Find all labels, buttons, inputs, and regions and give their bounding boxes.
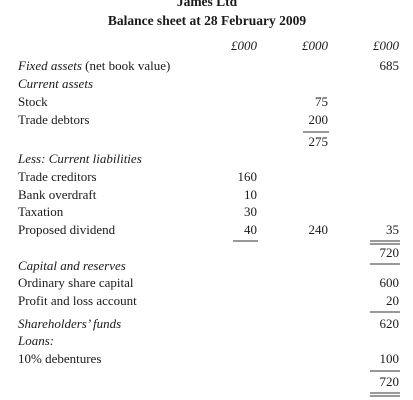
amount: 75 bbox=[315, 94, 328, 109]
amount: 100 bbox=[380, 351, 400, 366]
label-text: Capital and reserves bbox=[18, 258, 126, 273]
rules bbox=[233, 131, 400, 397]
company-name: James Ltd bbox=[177, 0, 238, 9]
row-label: Bank overdraft bbox=[18, 187, 97, 202]
label-text: Proposed dividend bbox=[18, 222, 116, 237]
label-text: Trade debtors bbox=[18, 112, 89, 127]
label-text: Less: Current liabilities bbox=[17, 151, 142, 166]
row-label: Shareholders’ funds bbox=[18, 316, 121, 331]
label-text: Taxation bbox=[18, 204, 64, 219]
amount: 200 bbox=[309, 112, 329, 127]
amount: 10 bbox=[244, 187, 257, 202]
row-label: Profit and loss account bbox=[18, 293, 137, 308]
row-label: Ordinary share capital bbox=[18, 275, 134, 290]
label-text: Current assets bbox=[18, 76, 93, 91]
amount: 35 bbox=[386, 222, 399, 237]
label-text: Shareholders’ funds bbox=[18, 316, 121, 331]
amount: 30 bbox=[244, 204, 257, 219]
amount: 240 bbox=[309, 222, 329, 237]
sheet-title: Balance sheet at 28 February 2009 bbox=[108, 13, 307, 28]
column-header: £000 bbox=[231, 38, 258, 53]
row-label: Current assets bbox=[18, 76, 93, 91]
label-text: Profit and loss account bbox=[18, 293, 137, 308]
amount: 685 bbox=[380, 58, 400, 73]
row-label: Capital and reserves bbox=[18, 258, 126, 273]
row-label: Taxation bbox=[18, 204, 64, 219]
amount: 160 bbox=[238, 169, 258, 184]
label-text: 10% debentures bbox=[18, 351, 101, 366]
row-label: Stock bbox=[18, 94, 48, 109]
label-text: Stock bbox=[18, 94, 48, 109]
row-label: Proposed dividend bbox=[18, 222, 116, 237]
row-label: Fixed assets (net book value) bbox=[17, 58, 170, 73]
row-label: Loans: bbox=[17, 333, 54, 348]
column-header: £000 bbox=[302, 38, 329, 53]
label-text: Ordinary share capital bbox=[18, 275, 134, 290]
amount: 720 bbox=[380, 245, 400, 260]
label-text: Fixed assets bbox=[17, 58, 82, 73]
column-header: £000 bbox=[373, 38, 400, 53]
row-label: Less: Current liabilities bbox=[17, 151, 142, 166]
amount: 600 bbox=[380, 275, 400, 290]
label-text: Bank overdraft bbox=[18, 187, 97, 202]
label-text: Loans: bbox=[17, 333, 54, 348]
row-label: Trade creditors bbox=[18, 169, 97, 184]
row-label: Trade debtors bbox=[18, 112, 89, 127]
amount: 275 bbox=[309, 134, 329, 149]
label-note: (net book value) bbox=[85, 58, 170, 73]
amount: 40 bbox=[244, 222, 257, 237]
row-label: 10% debentures bbox=[18, 351, 101, 366]
amount: 720 bbox=[380, 374, 400, 389]
label-text: Trade creditors bbox=[18, 169, 97, 184]
amount: 620 bbox=[380, 316, 400, 331]
amount: 20 bbox=[386, 293, 399, 308]
